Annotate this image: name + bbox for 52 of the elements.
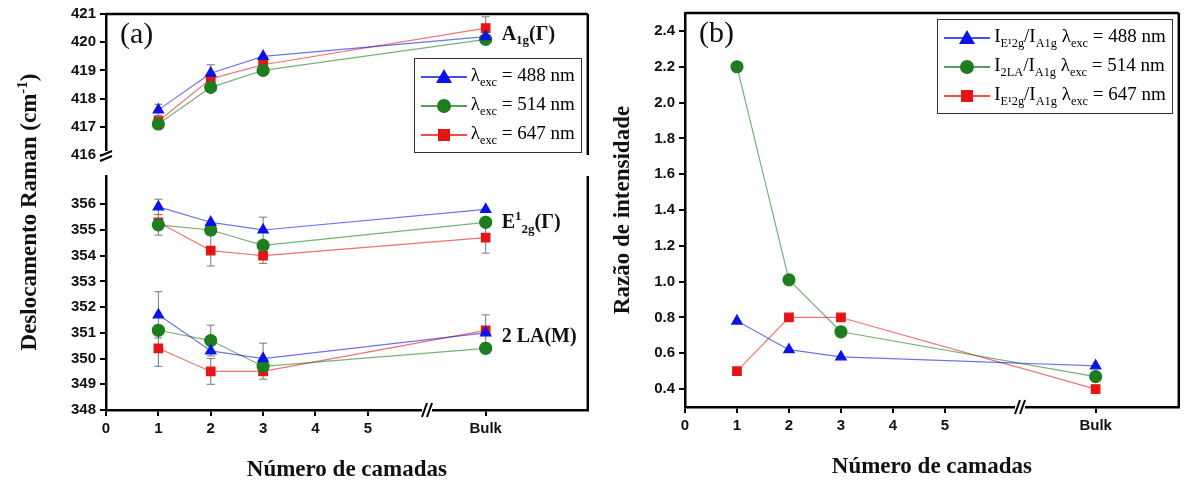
y-tick-label: 417 (70, 116, 96, 134)
y-tick-label: 2.0 (654, 92, 675, 110)
y-tick-label: 418 (70, 88, 96, 106)
x-tick-label: Bulk (469, 419, 503, 437)
x-tick-label: 1 (154, 419, 163, 437)
annotation: (b) (699, 15, 734, 49)
y-tick-label: 354 (70, 245, 97, 263)
annotation: (a) (120, 16, 154, 50)
y-tick-label: 421 (70, 4, 96, 22)
x-axis-title: Número de camadas (246, 456, 447, 482)
y-tick-label: 350 (70, 348, 96, 366)
y-tick-label: 416 (70, 145, 96, 163)
legend-label: λ$_{exc}$ = 514 nm (470, 92, 575, 119)
y-tick-label: 352 (70, 297, 96, 315)
legend-label: I$_{E¹2g}$/I$_{A1g}$ λ$_{exc}$ = 488 nm (994, 24, 1166, 51)
legend-label: I$_{2LA}$/I$_{A1g}$ λ$_{exc}$ = 514 nm (994, 53, 1165, 80)
y-axis-title: Razão de intensidade (609, 105, 635, 315)
x-tick-label: 2 (206, 419, 215, 437)
x-tick-label: 5 (363, 419, 373, 437)
y-tick-label: 2.2 (654, 56, 675, 74)
legend-label: I$_{E¹2g}$/I$_{A1g}$ λ$_{exc}$ = 647 nm (994, 82, 1166, 109)
y-tick-label: 1.8 (654, 128, 675, 146)
x-tick-label: 2 (784, 416, 794, 434)
y-tick-label: 348 (70, 400, 96, 418)
y-tick-label: 1.4 (654, 200, 676, 218)
y-tick-label: 419 (70, 60, 96, 78)
y-tick-label: 0.6 (654, 343, 675, 361)
x-tick-label: 3 (836, 416, 846, 434)
x-tick-label: 0 (680, 416, 690, 434)
y-tick-label: 1.2 (654, 235, 675, 253)
x-tick-label: 0 (101, 419, 111, 437)
y-tick-label: 349 (70, 374, 96, 392)
y-tick-label: 351 (70, 323, 96, 340)
y-tick-label: 356 (70, 194, 96, 212)
y-tick-label: 420 (70, 32, 96, 50)
x-tick-label: 3 (258, 419, 268, 437)
x-tick-label: 4 (311, 419, 321, 437)
x-tick-label: 5 (940, 416, 950, 434)
annotation: 2 LA(M) (501, 324, 577, 348)
y-tick-label: 0.8 (654, 307, 675, 325)
y-tick-label: 1.0 (654, 271, 675, 289)
y-tick-label: 1.6 (654, 164, 675, 182)
y-tick-label: 353 (70, 271, 96, 289)
y-tick-label: 355 (70, 220, 96, 238)
x-tick-label: Bulk (1079, 416, 1113, 434)
y-tick-label: 0.4 (654, 379, 676, 397)
x-axis-title: Número de camadas (831, 453, 1032, 479)
x-tick-label: 1 (732, 416, 742, 434)
legend-label: λ$_{exc}$ = 488 nm (470, 63, 575, 90)
legend-label: λ$_{exc}$ = 647 nm (470, 121, 575, 148)
x-tick-label: 4 (888, 416, 898, 434)
y-tick-label: 2.4 (654, 21, 676, 39)
